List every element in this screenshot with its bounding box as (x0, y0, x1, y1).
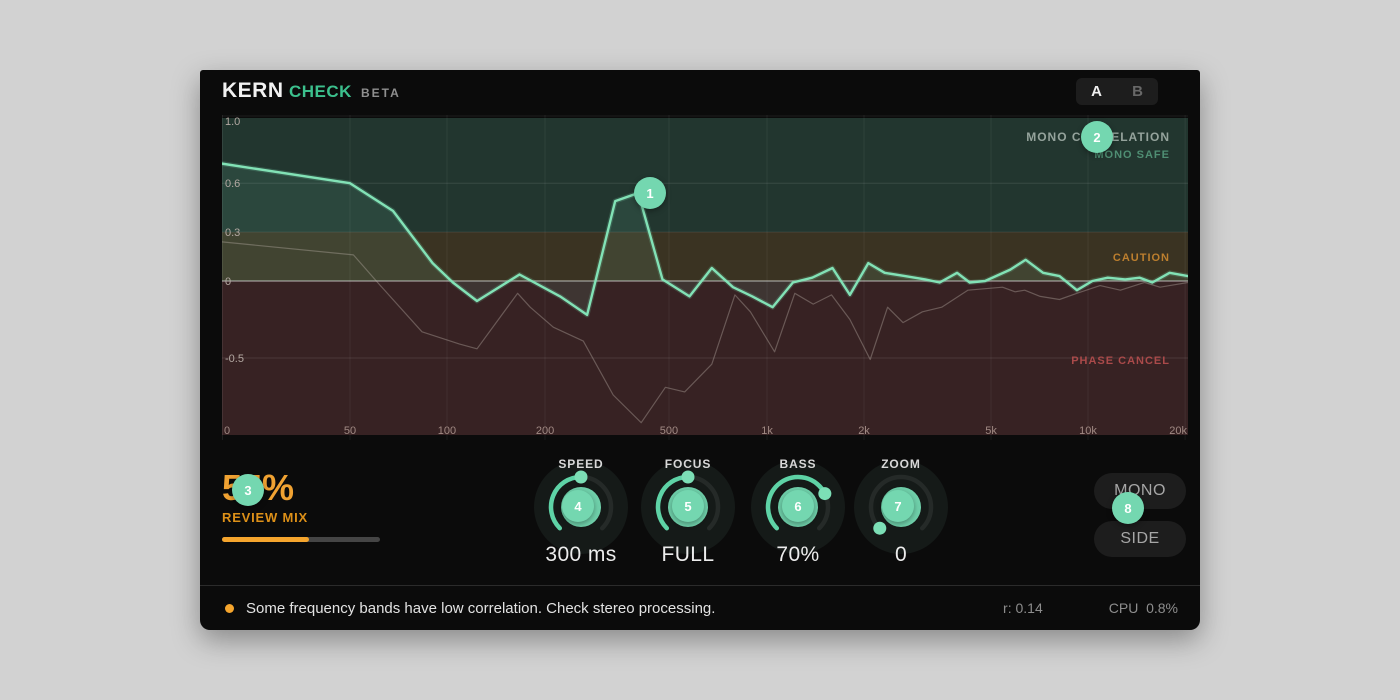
mono-button[interactable]: MONO (1094, 473, 1186, 509)
speed-knob-value: 300 ms (545, 543, 617, 566)
correlation-line (222, 162, 1188, 317)
status-message: Some frequency bands have low correlatio… (246, 599, 716, 617)
zoom-knob-value: 0 (894, 543, 908, 566)
x-tick-label: 0 (224, 425, 230, 437)
cpu-readout: CPU 0.8% (1108, 600, 1178, 616)
review-mix-slider-fill (222, 537, 309, 542)
channel-buttons: MONO SIDE (1094, 473, 1186, 557)
x-tick-label: 200 (536, 425, 554, 437)
preset-a-button[interactable]: A (1091, 83, 1102, 100)
annotation-badge-2: 2 (1081, 121, 1113, 153)
bass-knob-value: 70% (776, 543, 820, 566)
correlation-chart: 0 50 100 200 500 1k 2k 5k 10k 20k 1.0 0.6 0.3 0 -0.5 MO… (222, 115, 1188, 440)
review-mix-label: REVIEW MIX (222, 510, 309, 525)
x-tick-label: 10k (1079, 425, 1097, 437)
x-tick-label: 500 (660, 425, 678, 437)
product-name: CHECK (289, 82, 352, 101)
knob-indicator-dot (818, 487, 832, 501)
x-tick-label: 1k (761, 425, 773, 437)
y-tick-label: 1.0 (225, 116, 240, 128)
beta-tag: BETA (361, 86, 401, 100)
status-bar: Some frequency bands have low correlatio… (200, 585, 1200, 630)
chart-zone-label: MONO SAFE (1094, 149, 1170, 161)
annotation-badge-7: 7 (882, 490, 914, 522)
zoom-knob-label: ZOOM (881, 457, 921, 471)
focus-knob-label: FOCUS (664, 457, 712, 471)
chart-zone-label: PHASE CANCEL (1071, 355, 1170, 367)
knob-arc (655, 474, 691, 531)
correlation-chart-svg: 0 50 100 200 500 1k 2k 5k 10k 20k 1.0 0.6 0.3 0 -0.5 MO… (222, 115, 1188, 440)
annotation-badge-8: 8 (1112, 492, 1144, 524)
x-tick-label: 100 (438, 425, 456, 437)
plugin-window: KERN CHECK BETA A B 0 50 100 200 500 1k 2k 5k 10… (200, 70, 1200, 630)
knob-track (868, 474, 934, 531)
annotation-badge-5: 5 (672, 490, 704, 522)
brand-logo: KERN (222, 79, 284, 102)
zone-cancel (222, 281, 1188, 435)
speed-knob-label: SPEED (558, 457, 604, 471)
knob-indicator-dot (873, 521, 887, 535)
knob-indicator-dot (681, 470, 695, 484)
zone-caution (222, 232, 1188, 281)
annotation-badge-4: 4 (562, 490, 594, 522)
y-tick-label: 0.3 (225, 227, 240, 239)
x-tick-label: 20k (1169, 425, 1187, 437)
focus-knob-value: FULL (661, 543, 715, 566)
knob-arc (765, 474, 828, 531)
annotation-badge-6: 6 (782, 490, 814, 522)
y-tick-label: 0.6 (225, 178, 240, 190)
x-tick-label: 2k (858, 425, 870, 437)
x-tick-label: 5k (985, 425, 997, 437)
bass-knob-label: BASS (779, 457, 817, 471)
side-button[interactable]: SIDE (1094, 521, 1186, 557)
knob-arc (548, 474, 584, 531)
annotation-badge-1: 1 (634, 177, 666, 209)
chart-zone-label: CAUTION (1113, 252, 1170, 264)
y-tick-label: 0 (225, 276, 231, 288)
x-tick-label: 50 (344, 425, 356, 437)
correlation-readout: r: 0.14 (1003, 600, 1043, 616)
zone-safe (222, 118, 1188, 233)
warning-dot-icon (225, 603, 234, 613)
review-mix-slider[interactable] (222, 537, 380, 542)
annotation-badge-3: 3 (232, 474, 264, 506)
y-tick-label: -0.5 (225, 353, 244, 365)
knob-indicator-dot (574, 470, 588, 484)
secondary-line (222, 241, 1188, 424)
ab-compare-switch: A B (1076, 78, 1158, 105)
preset-b-button[interactable]: B (1132, 83, 1143, 100)
